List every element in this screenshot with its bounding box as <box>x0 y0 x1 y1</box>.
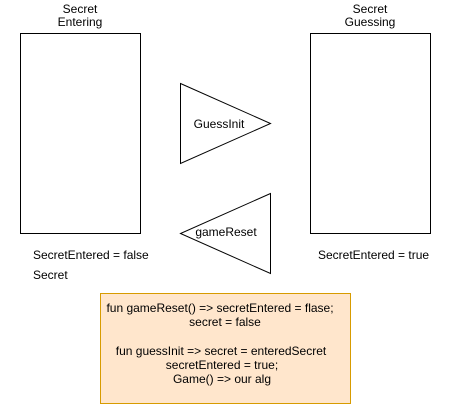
right-state-title-line2: Guessing <box>345 15 396 29</box>
left-state-box <box>20 33 141 234</box>
left-state-status: SecretEntered = false <box>33 248 149 262</box>
code-note-box <box>100 293 351 404</box>
left-state-title-line1: Secret <box>63 2 98 16</box>
note-line-4: fun guessInit => secret = enteredSecret <box>116 344 327 358</box>
guess-init-arrow <box>180 82 272 165</box>
game-reset-arrow <box>179 192 271 275</box>
note-line-6: Game() => our alg <box>173 372 271 386</box>
left-state-title-line2: Entering <box>58 15 103 29</box>
note-line-5: secretEntered = true; <box>166 358 278 372</box>
left-state-extra: Secret <box>33 268 68 282</box>
note-line-1: fun gameReset() => secretEntered = flase… <box>106 301 333 315</box>
guess-init-label: GuessInit <box>194 117 245 131</box>
note-line-2: secret = false <box>189 315 261 329</box>
right-state-box <box>310 33 431 234</box>
right-state-title-line1: Secret <box>353 2 388 16</box>
right-state-status: SecretEntered = true <box>318 248 429 262</box>
game-reset-label: gameReset <box>195 225 257 239</box>
